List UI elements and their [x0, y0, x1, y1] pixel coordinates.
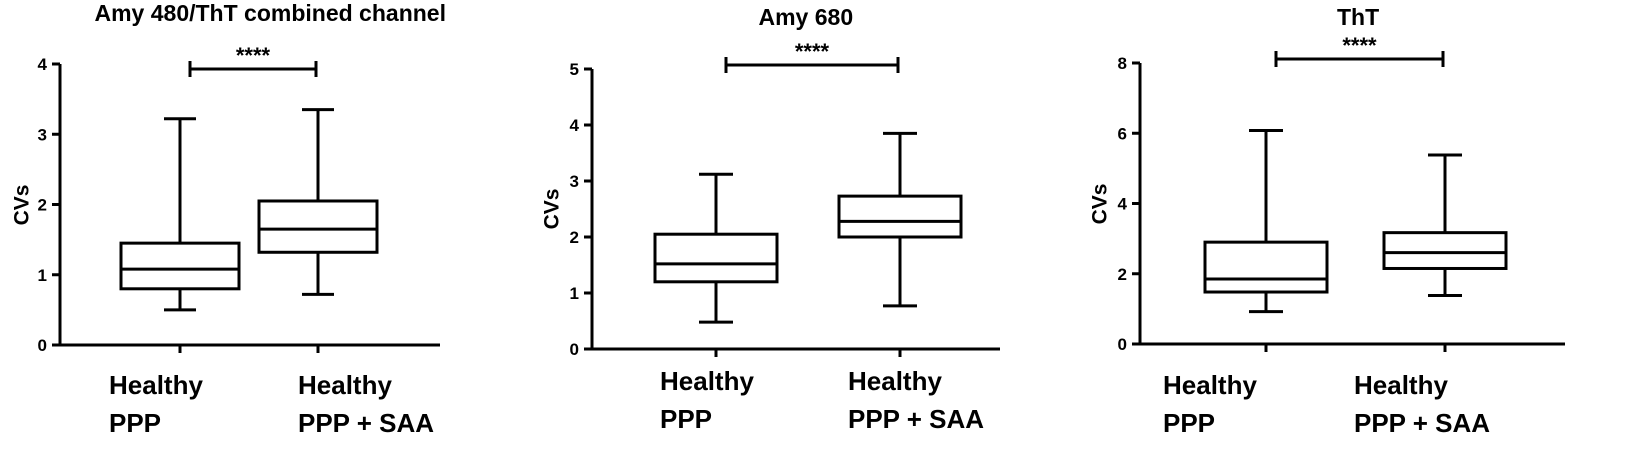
box-0	[653, 172, 779, 324]
y-tick-label: 3	[38, 125, 47, 144]
significance-label: ****	[236, 43, 271, 68]
category-label-line: Healthy	[1354, 370, 1448, 400]
y-tick-label: 0	[38, 336, 47, 355]
box-iqr	[257, 199, 379, 254]
category-label-0: Healthy PPP	[660, 362, 754, 438]
category-label-line: Healthy	[298, 370, 392, 400]
category-label-1: Healthy PPP + SAA	[848, 362, 984, 438]
category-label-1: Healthy PPP + SAA	[1354, 366, 1490, 442]
y-tick-label: 4	[38, 55, 48, 74]
category-label-line: Healthy	[1163, 370, 1257, 400]
chart-title: ThT	[1337, 4, 1380, 30]
category-label-line: Healthy	[109, 370, 203, 400]
category-label-line: PPP + SAA	[298, 408, 435, 438]
y-tick-label: 8	[1118, 54, 1127, 73]
box-iqr	[119, 241, 241, 291]
category-label-line: PPP + SAA	[1354, 408, 1491, 438]
box-0	[119, 117, 241, 312]
box-iqr	[1382, 231, 1508, 270]
box-1	[1382, 153, 1508, 298]
category-label-0: Healthy PPP	[109, 366, 203, 442]
chart-title: Amy 480/ThT combined channel	[94, 0, 446, 26]
y-tick-label: 0	[570, 340, 579, 359]
category-label-line: PPP + SAA	[848, 404, 985, 434]
y-tick-label: 6	[1118, 124, 1127, 143]
category-label-line: Healthy	[660, 366, 754, 396]
significance-label: ****	[1342, 33, 1377, 58]
y-tick-label: 1	[38, 266, 47, 285]
y-tick-label: 2	[1118, 265, 1127, 284]
box-iqr	[1203, 240, 1329, 294]
y-tick-label: 2	[38, 196, 47, 215]
y-tick-label: 3	[570, 172, 579, 191]
y-tick-label: 4	[570, 116, 580, 135]
y-tick-label: 0	[1118, 335, 1127, 354]
category-label-line: PPP	[660, 404, 713, 434]
category-label-line: PPP	[1163, 408, 1216, 438]
box-1	[257, 108, 379, 296]
category-label-line: Healthy	[848, 366, 942, 396]
y-tick-label: 4	[1118, 195, 1128, 214]
category-label-0: Healthy PPP	[1163, 366, 1257, 442]
y-tick-label: 5	[570, 60, 579, 79]
category-label-line: PPP	[109, 408, 162, 438]
box-iqr	[653, 232, 779, 284]
y-tick-label: 1	[570, 284, 579, 303]
category-label-1: Healthy PPP + SAA	[298, 366, 434, 442]
box-iqr	[837, 194, 963, 239]
y-axis-label: CVs	[1087, 183, 1111, 224]
chart-title: Amy 680	[758, 4, 854, 30]
box-0	[1203, 128, 1329, 314]
y-tick-label: 2	[570, 228, 579, 247]
box-1	[837, 131, 963, 308]
significance-label: ****	[795, 39, 830, 64]
